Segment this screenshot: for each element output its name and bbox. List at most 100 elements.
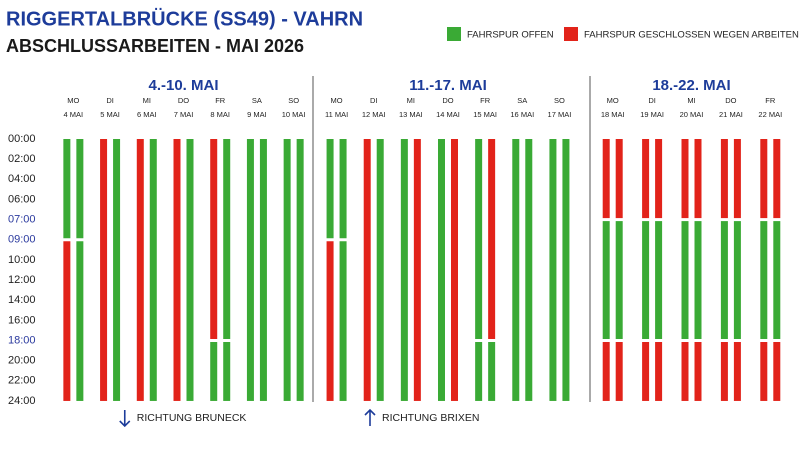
lane-segment (488, 139, 496, 339)
lane-segment (63, 139, 71, 239)
day-name: MI (687, 96, 695, 105)
day-date: 16 MAI (510, 110, 534, 119)
lane-segment (760, 139, 768, 219)
day-name: MO (331, 96, 343, 105)
lane-segment (642, 139, 650, 219)
day-name: DI (648, 96, 656, 105)
day-date: 19 MAI (640, 110, 664, 119)
lane-segment (210, 342, 218, 401)
lane-segment (615, 342, 623, 401)
day-name: DI (106, 96, 114, 105)
day-date: 22 MAI (758, 110, 782, 119)
time-label: 00:00 (8, 133, 36, 145)
day-name: FR (765, 96, 776, 105)
time-label: 07:00 (8, 214, 36, 226)
lane-segment (655, 342, 663, 401)
lane-segment (602, 139, 610, 219)
day-date: 6 MAI (137, 110, 157, 119)
lane-segment (655, 139, 663, 219)
day-date: 4 MAI (64, 110, 84, 119)
day-date: 17 MAI (548, 110, 572, 119)
lane-segment (760, 342, 768, 401)
lane-segment (549, 139, 557, 401)
lane-segment (655, 221, 663, 339)
lane-segment (413, 139, 421, 401)
day-date: 21 MAI (719, 110, 743, 119)
lane-segment (76, 241, 84, 401)
lane-segment (475, 139, 483, 339)
lane-segment (488, 342, 496, 401)
lane-segment (186, 139, 194, 401)
legend-swatch (564, 27, 578, 41)
lane-segment (223, 342, 231, 401)
lane-segment (773, 221, 781, 339)
day-name: SA (252, 96, 262, 105)
day-name: MI (143, 96, 151, 105)
lane-segment (681, 342, 689, 401)
lane-segment (615, 139, 623, 219)
lane-segment (438, 139, 445, 401)
lane-segment (562, 139, 570, 401)
lane-segment (694, 342, 702, 401)
lane-segment (773, 342, 781, 401)
day-date: 9 MAI (247, 110, 267, 119)
time-label: 14:00 (8, 294, 36, 306)
day-date: 15 MAI (473, 110, 497, 119)
lane-segment (475, 342, 483, 401)
day-date: 7 MAI (174, 110, 194, 119)
legend-label: FAHRSPUR GESCHLOSSEN WEGEN ARBEITEN (584, 30, 799, 41)
lane-segment (296, 139, 304, 401)
day-date: 13 MAI (399, 110, 423, 119)
lane-segment (451, 139, 458, 401)
subtitle: ABSCHLUSSARBEITEN - MAI 2026 (6, 36, 304, 56)
lane-segment (602, 221, 610, 339)
time-label: 24:00 (8, 395, 36, 407)
time-label: 04:00 (8, 173, 36, 185)
day-name: DO (178, 96, 189, 105)
day-name: FR (480, 96, 491, 105)
time-label: 10:00 (8, 254, 36, 266)
day-date: 8 MAI (210, 110, 230, 119)
day-name: DI (370, 96, 378, 105)
day-name: DO (725, 96, 736, 105)
lane-segment (173, 139, 181, 401)
lane-segment (681, 139, 689, 219)
lane-segment (223, 139, 231, 339)
direction-label: RICHTUNG BRUNECK (137, 412, 247, 424)
lane-segment (694, 139, 702, 219)
lane-segment (720, 221, 728, 339)
day-name: MO (607, 96, 619, 105)
lane-segment (283, 139, 291, 401)
legend-label: FAHRSPUR OFFEN (467, 30, 554, 41)
time-label: 20:00 (8, 355, 36, 367)
lane-segment (246, 139, 254, 401)
lane-segment (326, 241, 334, 401)
lane-segment (136, 139, 144, 401)
direction-arrow (119, 410, 131, 428)
day-name: SO (554, 96, 565, 105)
week-title: 11.-17. MAI (409, 77, 487, 94)
direction-label: RICHTUNG BRIXEN (382, 412, 479, 424)
time-label: 06:00 (8, 193, 36, 205)
time-label: 09:00 (8, 234, 36, 246)
lane-segment (326, 139, 334, 239)
week-title: 18.-22. MAI (652, 77, 730, 94)
day-date: 20 MAI (680, 110, 704, 119)
lane-segment (113, 139, 121, 401)
lane-segment (339, 139, 347, 239)
time-label: 02:00 (8, 153, 36, 165)
day-name: SO (288, 96, 299, 105)
day-name: SA (517, 96, 527, 105)
lane-segment (760, 221, 768, 339)
day-date: 18 MAI (601, 110, 625, 119)
lane-segment (376, 139, 384, 401)
lane-segment (642, 221, 650, 339)
week-title: 4.-10. MAI (148, 77, 218, 94)
lane-segment (363, 139, 371, 401)
lane-segment (642, 342, 650, 401)
time-label: 16:00 (8, 314, 36, 326)
day-date: 10 MAI (282, 110, 306, 119)
lane-segment (733, 221, 741, 339)
